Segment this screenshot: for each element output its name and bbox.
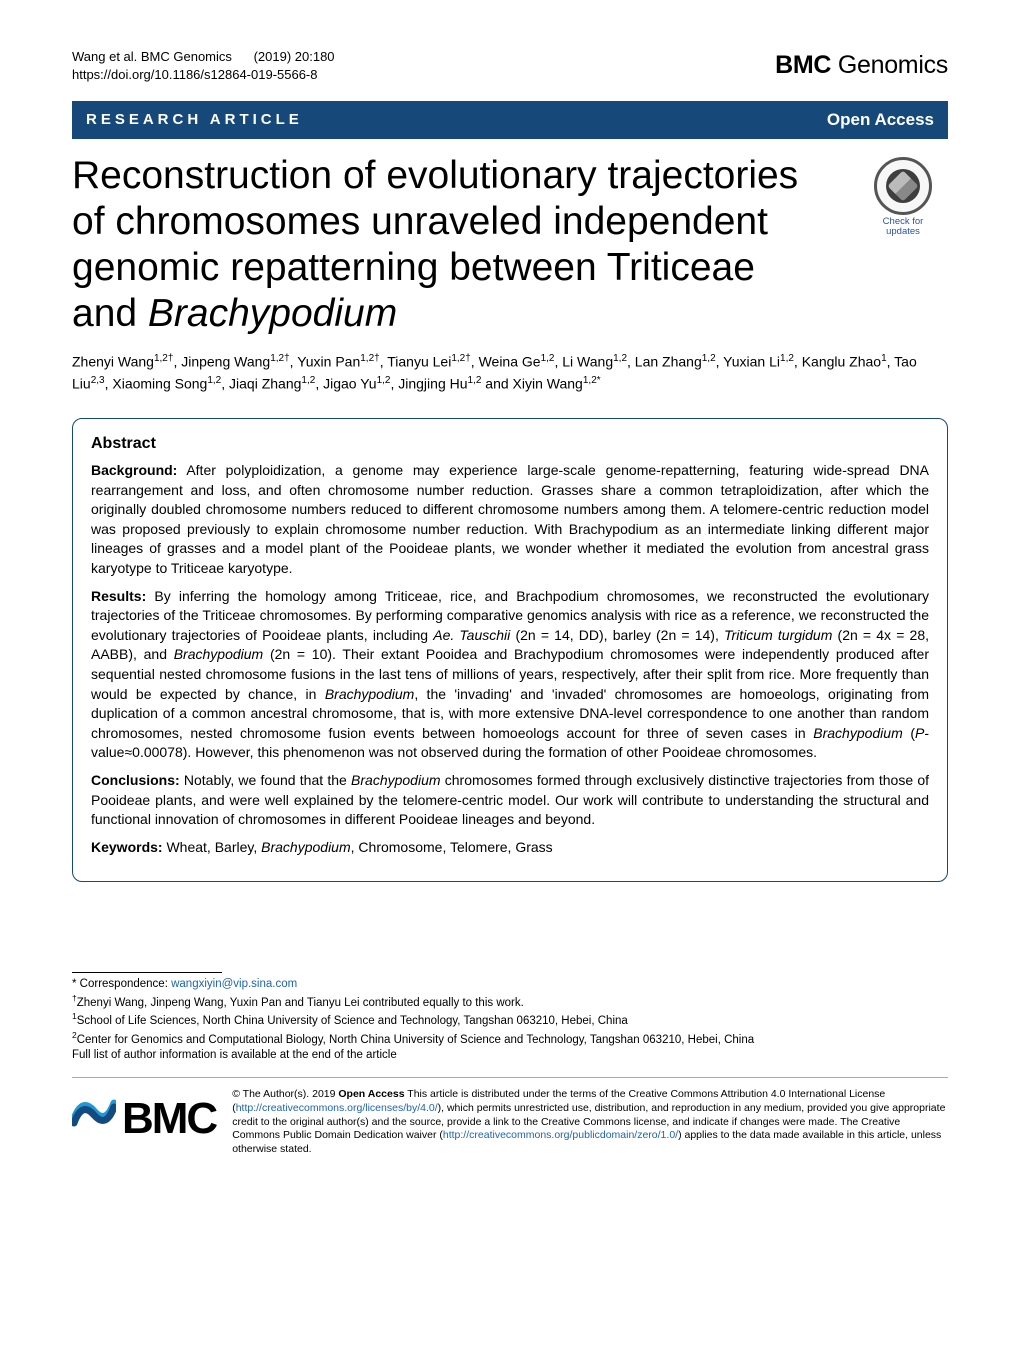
bmc-logo: BMC <box>72 1088 216 1150</box>
keywords-ital: Brachypodium <box>261 839 351 855</box>
background-label: Background: <box>91 462 177 478</box>
citation-block: Wang et al. BMC Genomics (2019) 20:180 h… <box>72 48 335 83</box>
section-bar: RESEARCH ARTICLE Open Access <box>72 101 948 139</box>
author-list: Zhenyi Wang1,2†, Jinpeng Wang1,2†, Yuxin… <box>72 351 948 396</box>
bmc-logo-text: BMC <box>122 1088 216 1150</box>
journal-bold: BMC <box>775 51 831 79</box>
abstract-background: Background: After polyploidization, a ge… <box>91 461 929 579</box>
title-line4-ital: Brachypodium <box>148 292 397 335</box>
abstract-results: Results: By inferring the homology among… <box>91 587 929 763</box>
results-ital1: Ae. Tauschii <box>433 627 510 643</box>
correspondence-line: * Correspondence: wangxiyin@vip.sina.com <box>72 977 948 993</box>
equal-contrib-text: Zhenyi Wang, Jinpeng Wang, Yuxin Pan and… <box>77 997 524 1009</box>
license-link1[interactable]: http://creativecommons.org/licenses/by/4… <box>236 1102 438 1114</box>
bmc-wave-icon <box>72 1088 116 1150</box>
crossmark-badge[interactable]: Check for updates <box>858 153 948 238</box>
journal-rest: Genomics <box>831 51 948 79</box>
page-root: Wang et al. BMC Genomics (2019) 20:180 h… <box>0 0 1020 1181</box>
citation-line1: Wang et al. BMC Genomics (2019) 20:180 <box>72 48 335 66</box>
citation-year-issue: (2019) 20:180 <box>254 49 335 64</box>
title-row: Reconstruction of evolutionary trajector… <box>72 153 948 337</box>
abstract-box: Abstract Background: After polyploidizat… <box>72 418 948 883</box>
correspondence-label: * Correspondence: <box>72 978 171 990</box>
citation-authors: Wang et al. BMC Genomics <box>72 49 232 64</box>
footnote-rule <box>72 972 222 973</box>
full-list-line: Full list of author information is avail… <box>72 1048 948 1064</box>
affiliation-1: 1School of Life Sciences, North China Un… <box>72 1011 948 1029</box>
keywords-label: Keywords: <box>91 839 163 855</box>
license-link2[interactable]: http://creativecommons.org/publicdomain/… <box>443 1129 678 1141</box>
conclusions-label: Conclusions: <box>91 772 180 788</box>
conclusions-pre: Notably, we found that the <box>180 772 351 788</box>
license-text: © The Author(s). 2019 Open Access This a… <box>232 1088 948 1156</box>
results-mid1: (2n = 14, DD), barley (2n = 14), <box>510 627 724 643</box>
article-title: Reconstruction of evolutionary trajector… <box>72 153 846 337</box>
badge-line2: updates <box>886 226 920 237</box>
crossmark-icon <box>874 157 932 215</box>
results-ital2: Triticum turgidum <box>724 627 832 643</box>
open-access-label: Open Access <box>827 108 934 132</box>
conclusions-ital1: Brachypodium <box>351 772 441 788</box>
abstract-conclusions: Conclusions: Notably, we found that the … <box>91 771 929 830</box>
abstract-heading: Abstract <box>91 433 929 455</box>
results-ital6: P <box>915 725 924 741</box>
results-ital4: Brachypodium <box>325 686 415 702</box>
equal-contrib-line: †Zhenyi Wang, Jinpeng Wang, Yuxin Pan an… <box>72 993 948 1011</box>
keywords-end: , Chromosome, Telomere, Grass <box>351 839 553 855</box>
keywords-pre: Wheat, Barley, <box>163 839 262 855</box>
aff1-text: School of Life Sciences, North China Uni… <box>77 1015 628 1027</box>
title-line2: of chromosomes unraveled independent <box>72 200 768 243</box>
title-line3: genomic repatterning between Triticeae <box>72 246 755 289</box>
article-type-label: RESEARCH ARTICLE <box>86 109 303 130</box>
correspondence-email[interactable]: wangxiyin@vip.sina.com <box>171 978 297 990</box>
results-label: Results: <box>91 588 146 604</box>
page-header: Wang et al. BMC Genomics (2019) 20:180 h… <box>72 48 948 83</box>
footnotes: * Correspondence: wangxiyin@vip.sina.com… <box>72 972 948 1063</box>
badge-line1: Check for <box>883 216 924 227</box>
results-mid5: ( <box>903 725 915 741</box>
affiliation-2: 2Center for Genomics and Computational B… <box>72 1030 948 1048</box>
crossmark-text: Check for updates <box>883 217 924 238</box>
abstract-keywords: Keywords: Wheat, Barley, Brachypodium, C… <box>91 838 929 858</box>
license-row: BMC © The Author(s). 2019 Open Access Th… <box>72 1077 948 1156</box>
results-ital5: Brachypodium <box>813 725 903 741</box>
title-line4-pre: and <box>72 292 148 335</box>
license-pre: © The Author(s). 2019 <box>232 1088 338 1100</box>
results-ital3: Brachypodium <box>174 646 264 662</box>
title-line1: Reconstruction of evolutionary trajector… <box>72 154 798 197</box>
doi-line: https://doi.org/10.1186/s12864-019-5566-… <box>72 66 335 84</box>
license-open-access: Open Access <box>338 1088 404 1100</box>
background-text: After polyploidization, a genome may exp… <box>91 462 929 576</box>
aff2-text: Center for Genomics and Computational Bi… <box>77 1033 754 1045</box>
journal-logo: BMC Genomics <box>775 48 948 83</box>
